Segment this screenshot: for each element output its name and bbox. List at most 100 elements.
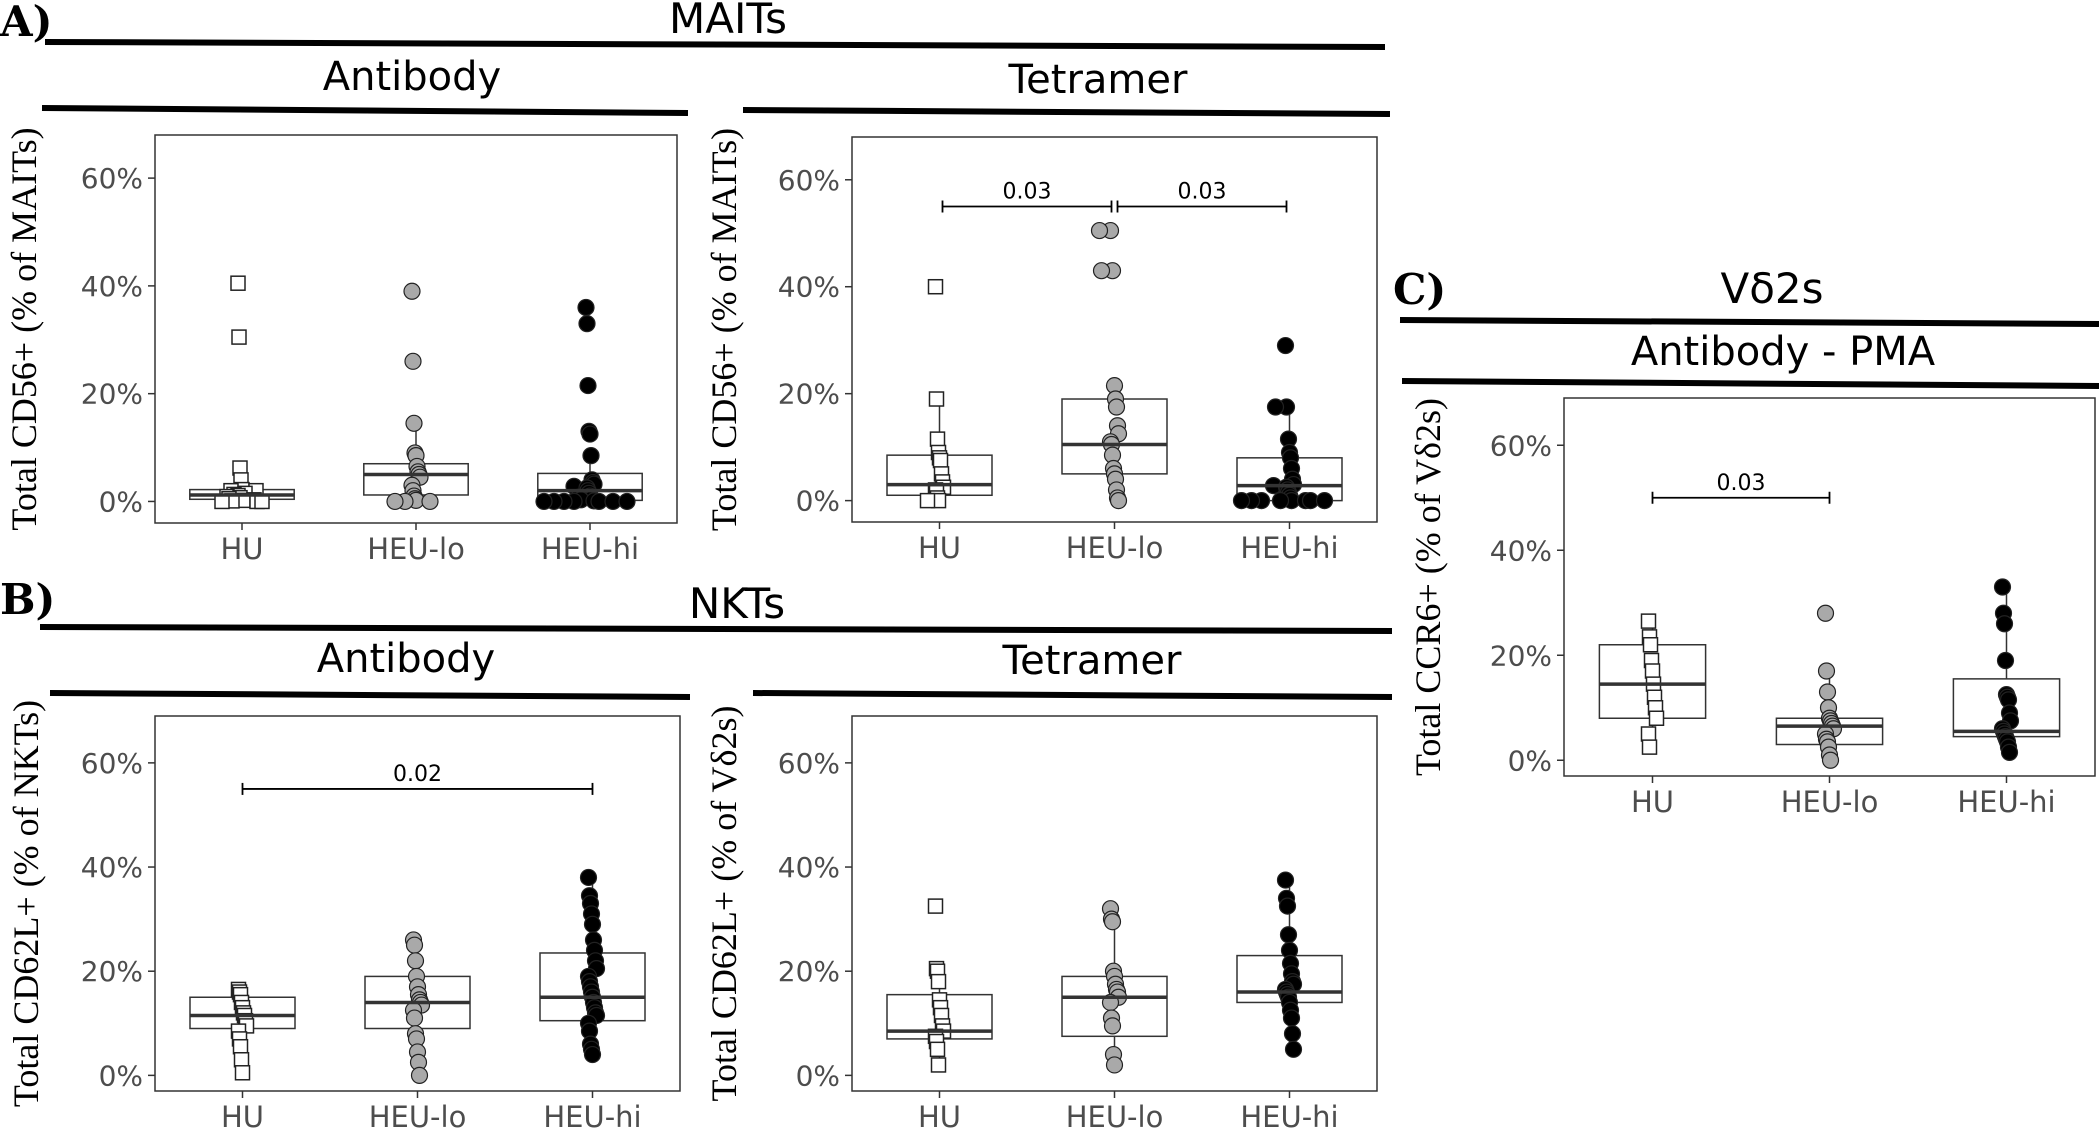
x-tick-label: HEU-hi <box>543 1100 641 1134</box>
data-point-circle <box>583 915 602 933</box>
data-point-square <box>932 452 949 469</box>
y-axis-label: Total CD62L+ (% of NKTs) <box>6 700 46 1107</box>
data-point-square <box>927 278 944 295</box>
data-point-circle <box>1278 897 1297 915</box>
x-tick-label: HEU-lo <box>367 532 465 566</box>
y-tick-label: 60% <box>778 747 840 780</box>
data-point-circle <box>1996 651 2015 670</box>
data-point-circle <box>405 936 424 954</box>
data-point-circle <box>1283 1025 1302 1043</box>
x-tick-label: HEU-lo <box>1066 1100 1164 1134</box>
data-point-square <box>233 1052 250 1068</box>
data-point-circle <box>1107 398 1126 416</box>
nkts-tetramer-title: Tetramer <box>1002 638 1182 684</box>
data-point-square <box>929 431 946 447</box>
data-point-circle <box>579 868 598 887</box>
data-point-circle <box>1271 492 1290 510</box>
data-point-circle <box>1282 1009 1301 1027</box>
data-point-square <box>234 1065 251 1081</box>
data-point-circle <box>1103 1017 1122 1035</box>
y-tick-label: 40% <box>1490 534 1552 567</box>
y-axis-label: Total CCR6+ (% of Vδ2s) <box>1408 398 1448 776</box>
y-tick-label: 60% <box>1490 429 1552 462</box>
y-tick-label: 0% <box>99 485 143 518</box>
nkts-antibody-title: Antibody <box>317 636 495 682</box>
data-point-circle <box>1276 871 1295 889</box>
data-point-square <box>1648 710 1665 726</box>
data-point-circle <box>1995 615 2014 633</box>
data-point-circle <box>1279 926 1298 944</box>
panel-c-letter: C) <box>1393 265 1446 314</box>
data-point-circle <box>1232 492 1251 510</box>
x-tick-label: HEU-hi <box>1240 1100 1338 1134</box>
y-tick-label: 60% <box>81 747 143 780</box>
data-point-circle <box>582 447 600 465</box>
y-tick-label: 40% <box>81 851 143 884</box>
maits-tetramer-plot: 0% 20% 40% 60% HU HEU-lo HEU-hi Total CD56+ (% … <box>704 128 1378 565</box>
nkts-tetramer-plot: 0% 20% 40% 60% HU HEU-lo HEU-hi Total CD62L+ (%… <box>704 705 1378 1134</box>
x-tick-label: HEU-hi <box>541 532 639 566</box>
data-point-square <box>928 391 945 407</box>
p-value-label: 0.02 <box>393 762 442 787</box>
data-point-square <box>927 898 944 914</box>
p-value-label: 0.03 <box>1003 180 1052 205</box>
y-tick-label: 0% <box>796 1059 840 1092</box>
maits-tetramer-bar <box>742 107 1391 117</box>
data-point-circle <box>1092 262 1111 280</box>
data-point-circle <box>1090 221 1109 240</box>
nkts-group-bar <box>39 624 1393 634</box>
data-point-square <box>1640 726 1657 742</box>
data-point-circle <box>1105 1056 1124 1074</box>
vd2s-antibody-pma-bar <box>1401 378 2099 389</box>
y-tick-label: 40% <box>778 851 840 884</box>
y-tick-label: 60% <box>81 162 143 195</box>
x-tick-label: HEU-lo <box>1066 531 1164 565</box>
nkts-tetramer-bar <box>752 690 1393 700</box>
x-tick-label: HEU-lo <box>1781 785 1879 819</box>
maits-antibody-plot: 0% 20% 40% 60% HU HEU-lo HEU-hi Total CD56+ (% … <box>4 127 678 566</box>
y-tick-label: 40% <box>778 271 840 304</box>
data-point-circle <box>406 952 425 970</box>
y-tick-label: 20% <box>81 955 143 988</box>
data-point-square <box>230 275 246 291</box>
x-tick-label: HU <box>1631 785 1674 819</box>
y-tick-label: 60% <box>778 164 840 197</box>
y-tick-label: 20% <box>778 955 840 988</box>
data-point-circle <box>405 414 423 432</box>
data-point-square <box>919 492 936 509</box>
data-point-circle <box>1109 492 1128 510</box>
vd2s-group-title: Vδ2s <box>1720 264 1823 313</box>
x-tick-label: HEU-hi <box>1957 785 2055 819</box>
data-point-circle <box>581 425 599 443</box>
vd2s-antibody-pma-title: Antibody - PMA <box>1631 329 1936 375</box>
data-point-circle <box>1821 751 1840 769</box>
data-point-circle <box>577 298 595 317</box>
data-point-square <box>232 1038 249 1055</box>
data-point-circle <box>535 492 553 511</box>
data-point-square <box>1640 613 1657 629</box>
data-point-circle <box>578 315 596 333</box>
data-point-square <box>929 1041 946 1058</box>
data-point-circle <box>1818 683 1837 701</box>
vd2s-group-bar <box>1399 317 2099 327</box>
data-point-circle <box>386 492 404 511</box>
maits-antibody-title: Antibody <box>323 54 501 100</box>
y-axis-label: Total CD56+ (% of MAITs) <box>4 127 44 530</box>
nkts-antibody-plot: 0% 20% 40% 60% HU HEU-lo HEU-hi Total CD62L+ (%… <box>6 700 681 1134</box>
maits-tetramer-title: Tetramer <box>1008 57 1188 103</box>
nkts-group-title: NKTs <box>689 579 785 628</box>
data-point-circle <box>1315 492 1334 510</box>
panel-b-letter: B) <box>0 575 55 624</box>
data-point-circle <box>1816 604 1835 622</box>
data-point-circle <box>618 492 636 511</box>
p-value-label: 0.03 <box>1178 180 1227 205</box>
p-value-label: 0.03 <box>1717 471 1766 496</box>
data-point-circle <box>1817 662 1836 680</box>
data-point-circle <box>405 1009 424 1027</box>
y-tick-label: 20% <box>81 378 143 411</box>
data-point-circle <box>1276 336 1295 355</box>
y-axis-label: Total CD56+ (% of MAITs) <box>704 128 744 531</box>
nkts-antibody-bar <box>49 690 691 700</box>
x-tick-label: HEU-hi <box>1240 531 1338 565</box>
